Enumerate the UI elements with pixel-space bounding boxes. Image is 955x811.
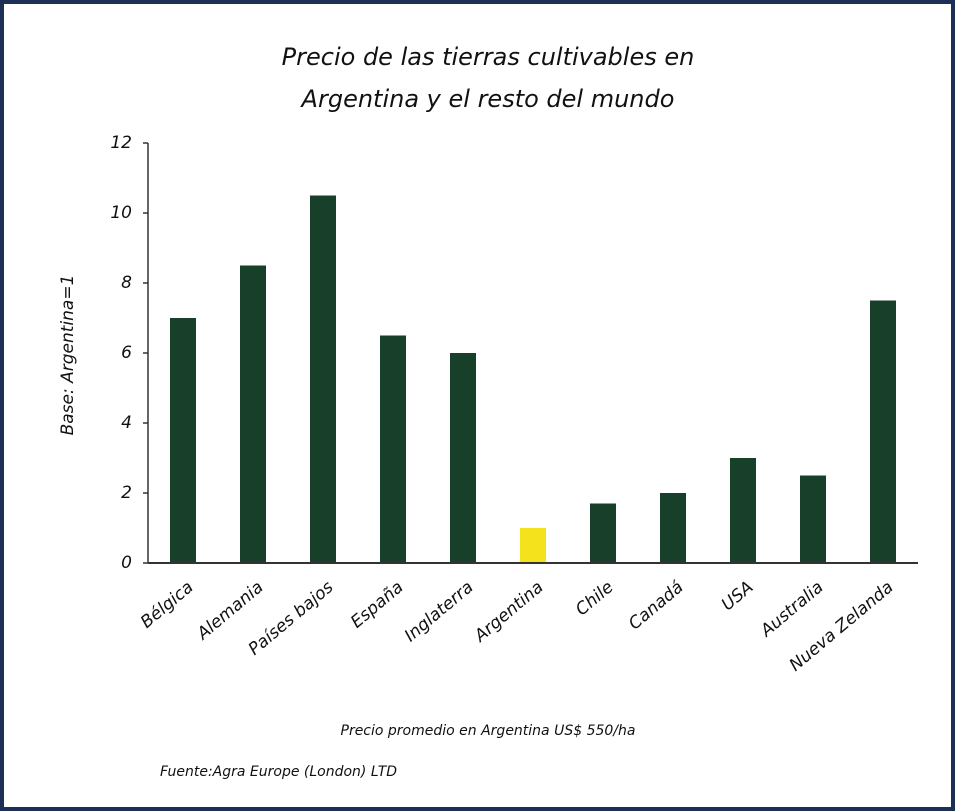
bar — [660, 493, 686, 563]
y-tick-label: 6 — [121, 343, 132, 363]
bar — [800, 475, 826, 563]
bar — [730, 458, 756, 563]
chart-title: Argentina y el resto del mundo — [300, 85, 675, 113]
y-tick-label: 12 — [110, 133, 132, 153]
y-tick-label: 4 — [121, 413, 132, 433]
bar — [520, 528, 546, 563]
y-tick-label: 8 — [121, 273, 132, 293]
bar — [240, 265, 266, 563]
bar — [870, 300, 896, 563]
y-tick-label: 10 — [110, 203, 132, 223]
bar — [170, 318, 196, 563]
bar — [310, 195, 336, 563]
note: Precio promedio en Argentina US$ 550/ha — [341, 723, 636, 739]
source: Fuente:Agra Europe (London) LTD — [160, 764, 397, 780]
y-tick-label: 2 — [121, 483, 132, 503]
y-tick-label: 0 — [121, 553, 132, 573]
y-axis-label: Base: Argentina=1 — [58, 275, 78, 436]
bar — [380, 335, 406, 563]
bar — [450, 353, 476, 563]
chart-title: Precio de las tierras cultivables en — [282, 43, 695, 71]
bar — [590, 503, 616, 563]
